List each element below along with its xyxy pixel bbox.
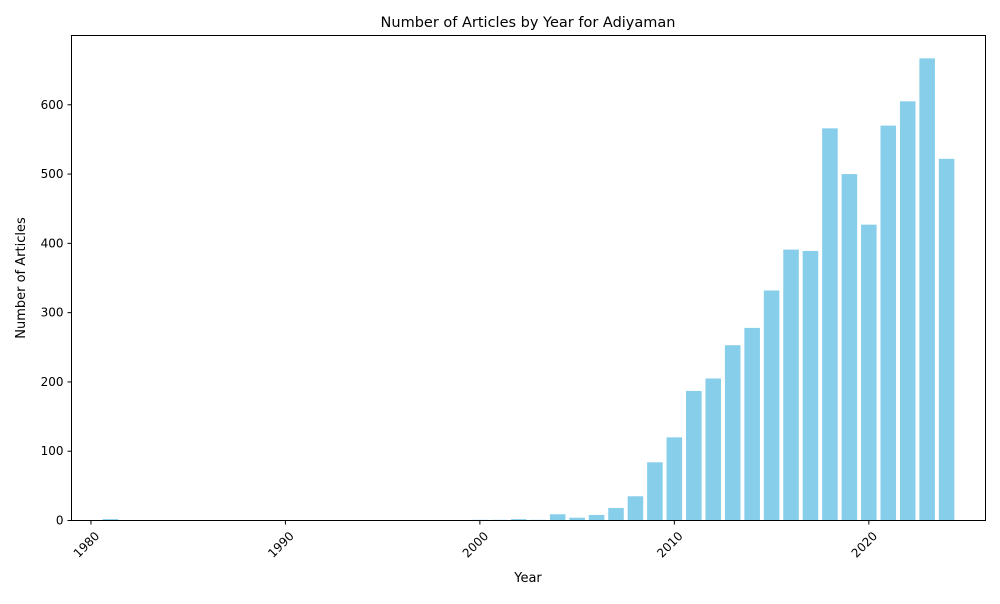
x-tick-label: 2000 [460, 529, 491, 560]
bar-1981 [102, 519, 119, 521]
y-tick-label: 600 [41, 98, 64, 112]
bar-2010 [666, 437, 683, 521]
bar-2007 [608, 508, 624, 521]
bar-2020 [861, 224, 877, 521]
y-axis-label: Number of Articles [14, 217, 29, 339]
bar-2014 [744, 327, 760, 521]
bar-2023 [919, 58, 935, 521]
bar-2018 [822, 128, 838, 521]
bar-2013 [724, 345, 741, 521]
bar-2015 [763, 290, 780, 521]
x-tick-label: 1980 [71, 529, 102, 560]
y-tick-label: 400 [41, 236, 64, 250]
y-tick-label: 500 [41, 167, 64, 181]
bar-2016 [783, 249, 799, 521]
y-tick-label: 200 [41, 375, 64, 389]
bar-2009 [647, 462, 663, 521]
bar-2004 [549, 514, 566, 521]
y-tick-label: 300 [41, 306, 64, 320]
bar-2024 [938, 158, 955, 521]
plot-frame [71, 35, 986, 521]
x-tick-label: 1990 [265, 529, 296, 560]
x-axis-ticks: 1980 1990 2000 2010 2020 [71, 520, 880, 560]
x-axis-label: Year [513, 571, 542, 586]
bar-2022 [899, 101, 916, 521]
y-tick-label: 0 [56, 514, 64, 528]
bar-2008 [627, 496, 644, 521]
bars-group [102, 58, 955, 521]
bar-2011 [686, 390, 702, 521]
bar-2005 [569, 517, 585, 521]
bar-2002 [510, 519, 527, 521]
bar-2012 [705, 378, 722, 521]
bar-2017 [802, 250, 819, 521]
bar-2019 [841, 174, 858, 521]
bar-2006 [588, 514, 605, 521]
y-axis-ticks: 0 100 200 300 400 500 600 [41, 98, 72, 528]
y-tick-label: 100 [41, 444, 64, 458]
chart-title: Number of Articles by Year for Adiyaman [381, 15, 676, 31]
bar-2021 [880, 125, 897, 521]
x-tick-label: 2020 [849, 529, 880, 560]
x-tick-label: 2010 [654, 529, 685, 560]
